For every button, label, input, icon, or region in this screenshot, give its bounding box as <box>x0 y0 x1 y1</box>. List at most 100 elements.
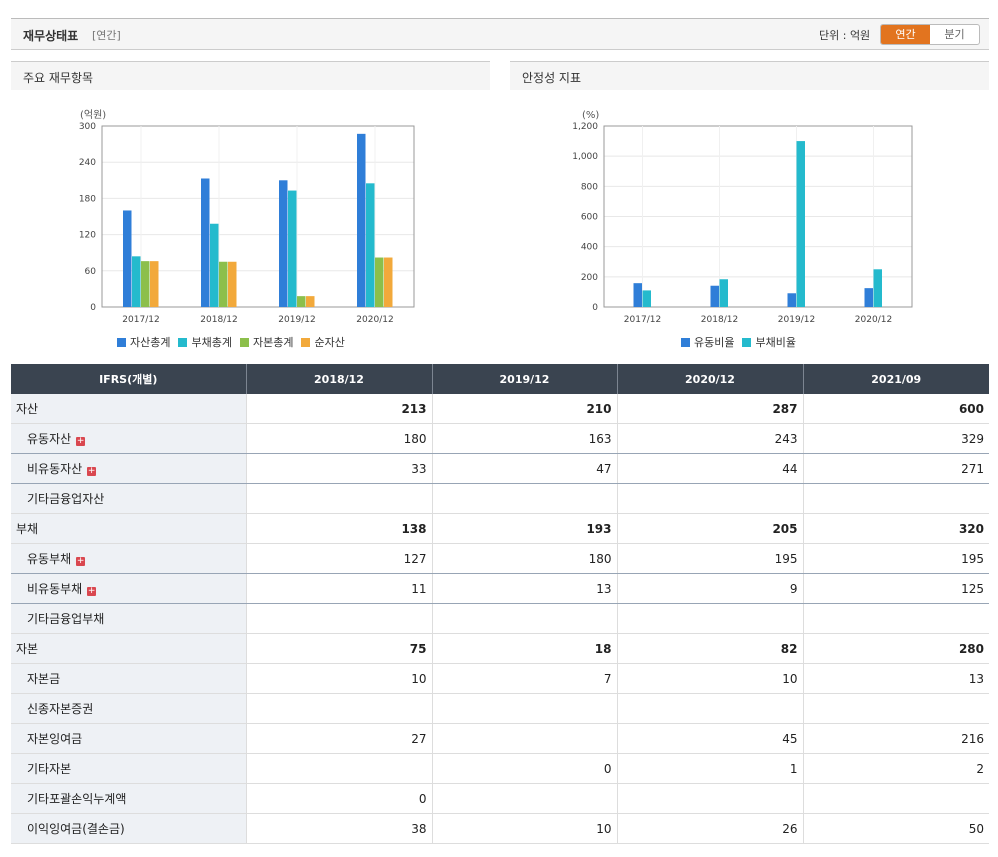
value-cell: 10 <box>245 663 432 694</box>
table-header-cell: 2020/12 <box>616 364 803 394</box>
y-tick-label: 0 <box>90 303 96 313</box>
value-cell: 210 <box>431 394 617 424</box>
bar-순자산[interactable] <box>150 261 159 307</box>
row-label-text: 자본잉여금 <box>27 732 83 746</box>
value-cell: 7 <box>431 663 617 694</box>
y-tick-label: 300 <box>79 122 96 132</box>
bar-부채총계[interactable] <box>210 223 219 307</box>
bar-유동비율[interactable] <box>633 283 643 307</box>
legend-item[interactable]: 자본총계 <box>239 334 294 350</box>
value-cell: 0 <box>431 753 617 784</box>
legend-item[interactable]: 유동비율 <box>681 334 734 350</box>
legend-swatch <box>301 338 311 347</box>
y-tick-label: 180 <box>79 194 96 204</box>
main-items-chart: (억원) 0 60 120 180 240 300 2017/12 2018/12 2019/12… <box>79 109 415 325</box>
bar-부채비율[interactable] <box>873 269 883 307</box>
legend-item[interactable]: 부채비율 <box>742 334 796 350</box>
stability-chart: (%) 0 200 400 600 800 1,000 1,200 2017/12 2018/12… <box>572 110 913 325</box>
bar-유동비율[interactable] <box>864 288 874 307</box>
value-cell <box>431 483 617 514</box>
row-label: 자본잉여금 <box>11 723 246 754</box>
table-row: 자본 75 18 82 280 <box>11 633 989 664</box>
row-label: 자본금 <box>11 663 246 694</box>
row-label: 기타자본 <box>11 753 246 784</box>
value-cell: 18 <box>431 633 617 664</box>
row-label-text: 기타금융업자산 <box>27 492 105 506</box>
row-label: 부채 <box>11 513 246 544</box>
bar-자본총계[interactable] <box>219 261 228 307</box>
expand-icon[interactable]: + <box>76 556 86 566</box>
table-header-row: IFRS(개별) 2018/12 2019/12 2020/12 2021/09 <box>11 364 989 394</box>
bar-자산총계[interactable] <box>201 178 210 307</box>
value-cell: 13 <box>431 573 617 604</box>
value-cell <box>431 723 617 754</box>
value-cell: 138 <box>245 513 432 544</box>
legend-label: 유동비율 <box>694 336 735 349</box>
plot-area <box>101 125 415 308</box>
value-cell: 320 <box>802 513 989 544</box>
bar-순자산[interactable] <box>384 257 393 307</box>
bar-부채총계[interactable] <box>288 190 297 307</box>
legend-label: 순자산 <box>314 336 345 349</box>
value-cell: 193 <box>431 513 617 544</box>
unit-label: 단위 : 억원 <box>819 29 871 42</box>
legend-swatch <box>117 338 126 347</box>
value-cell <box>802 483 989 514</box>
legend-item[interactable]: 자산총계 <box>117 334 170 350</box>
row-label: 기타금융업자산 <box>11 483 246 514</box>
value-cell: 38 <box>245 813 432 844</box>
bar-부채비율[interactable] <box>719 279 729 307</box>
value-cell <box>245 693 432 724</box>
table-row: 기타금융업자산 <box>11 483 989 514</box>
value-cell: 9 <box>616 573 803 604</box>
x-tick-label: 2018/12 <box>200 315 237 325</box>
plot-area <box>603 125 913 308</box>
value-cell: 1 <box>616 753 803 784</box>
right-panel-title: 안정성 지표 <box>510 61 989 90</box>
bar-자산총계[interactable] <box>279 180 288 307</box>
row-label-text: 자본 <box>16 642 39 656</box>
value-cell <box>245 603 432 634</box>
row-label: 자산 <box>11 394 246 424</box>
bar-순자산[interactable] <box>306 296 315 307</box>
table-header-cell: 2018/12 <box>245 364 432 394</box>
table-row: 유동자산 +180 163 243 329 <box>11 423 989 454</box>
bar-유동비율[interactable] <box>787 293 797 307</box>
value-cell: 180 <box>431 543 617 574</box>
value-cell <box>802 693 989 724</box>
table-row: 신종자본증권 <box>11 693 989 724</box>
legend-label: 부채비율 <box>755 336 796 349</box>
legend-swatch <box>681 338 690 347</box>
expand-icon[interactable]: + <box>87 466 97 476</box>
bar-자본총계[interactable] <box>141 261 150 307</box>
legend-item[interactable]: 부채총계 <box>178 334 232 350</box>
expand-icon[interactable]: + <box>87 586 97 596</box>
bar-자본총계[interactable] <box>375 257 384 307</box>
legend-item[interactable]: 순자산 <box>301 334 345 350</box>
bar-자산총계[interactable] <box>123 210 132 307</box>
bar-부채비율[interactable] <box>642 290 652 307</box>
value-cell: 195 <box>802 543 989 574</box>
bar-자산총계[interactable] <box>357 133 366 307</box>
bar-자본총계[interactable] <box>297 296 306 307</box>
value-cell <box>616 483 803 514</box>
y-tick-label: 800 <box>581 182 598 192</box>
y-tick-label: 600 <box>581 213 598 223</box>
bar-유동비율[interactable] <box>710 285 720 307</box>
bar-부채비율[interactable] <box>796 141 806 307</box>
value-cell: 163 <box>431 423 617 454</box>
row-label-text: 비유동자산 <box>27 462 83 476</box>
quarter-toggle-button[interactable]: 분기 <box>944 28 965 41</box>
annual-toggle-button[interactable]: 연간 <box>881 25 930 44</box>
value-cell <box>431 783 617 814</box>
legend-label: 자본총계 <box>252 336 294 349</box>
value-cell: 82 <box>616 633 803 664</box>
legend-swatch <box>178 338 188 347</box>
row-label-text: 비유동부채 <box>27 582 83 596</box>
value-cell: 127 <box>245 543 432 574</box>
bar-부채총계[interactable] <box>132 256 141 307</box>
bar-순자산[interactable] <box>228 261 237 307</box>
value-cell: 205 <box>616 513 803 544</box>
expand-icon[interactable]: + <box>76 436 86 446</box>
bar-부채총계[interactable] <box>366 183 375 307</box>
